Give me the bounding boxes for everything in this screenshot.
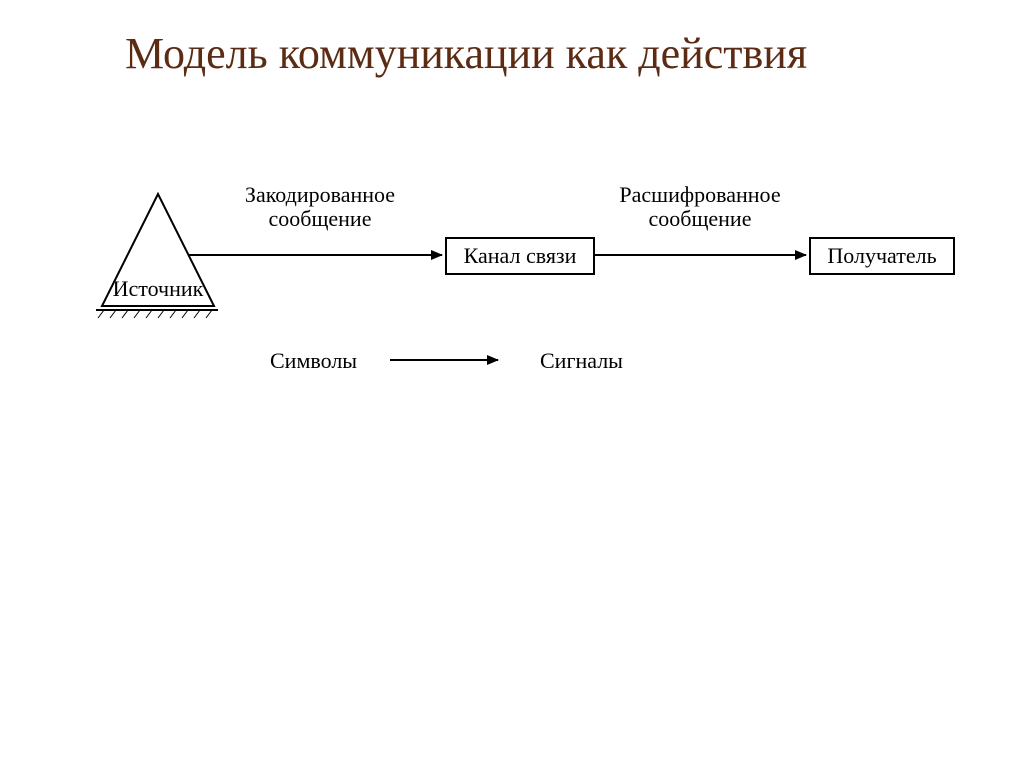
source-label: Источник [110, 276, 206, 302]
slide: Модель коммуникации как действия [0, 0, 1024, 767]
decoded-message-label: Расшифрованное сообщение [600, 183, 800, 231]
receiver-label: Получатель [814, 243, 950, 269]
page-title: Модель коммуникации как действия [125, 30, 905, 78]
decoded-line2: сообщение [600, 207, 800, 231]
encoded-line1: Закодированное [220, 183, 420, 207]
channel-label: Канал связи [450, 243, 590, 269]
signals-label: Сигналы [540, 348, 623, 374]
encoded-line2: сообщение [220, 207, 420, 231]
communication-diagram: Источник Закодированное сообщение Канал … [90, 180, 960, 440]
symbols-label: Символы [270, 348, 357, 374]
decoded-line1: Расшифрованное [600, 183, 800, 207]
encoded-message-label: Закодированное сообщение [220, 183, 420, 231]
